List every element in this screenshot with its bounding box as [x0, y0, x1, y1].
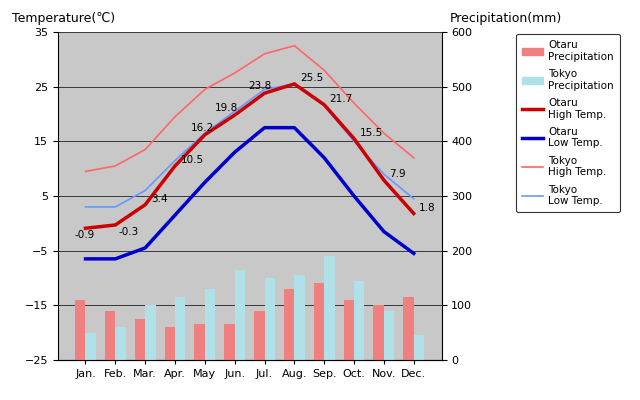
Bar — [284, 289, 294, 360]
Bar — [135, 319, 145, 360]
Text: 16.2: 16.2 — [191, 123, 214, 133]
Bar — [75, 300, 86, 360]
Text: 7.9: 7.9 — [389, 169, 406, 179]
Bar — [105, 311, 115, 360]
Bar — [344, 300, 354, 360]
Bar — [324, 256, 335, 360]
Bar — [254, 311, 264, 360]
Text: 25.5: 25.5 — [300, 73, 323, 83]
Bar — [175, 297, 186, 360]
Text: 15.5: 15.5 — [360, 128, 383, 138]
Bar — [264, 278, 275, 360]
Text: 3.4: 3.4 — [151, 194, 167, 204]
Bar — [195, 324, 205, 360]
Bar — [413, 335, 424, 360]
Text: 1.8: 1.8 — [419, 203, 436, 213]
Bar — [314, 284, 324, 360]
Text: 10.5: 10.5 — [180, 155, 204, 165]
Bar — [164, 327, 175, 360]
Bar — [354, 281, 364, 360]
Bar — [145, 305, 156, 360]
Bar — [224, 324, 235, 360]
Text: Precipitation(mm): Precipitation(mm) — [449, 12, 561, 26]
Text: 23.8: 23.8 — [248, 81, 271, 91]
Text: -0.9: -0.9 — [74, 230, 95, 240]
Text: 21.7: 21.7 — [330, 94, 353, 104]
Text: Temperature(℃): Temperature(℃) — [12, 12, 115, 26]
Bar — [205, 289, 215, 360]
Text: 19.8: 19.8 — [215, 103, 239, 113]
Text: -0.3: -0.3 — [118, 227, 138, 237]
Bar — [384, 311, 394, 360]
Bar — [294, 275, 305, 360]
Bar — [115, 327, 126, 360]
Bar — [403, 297, 413, 360]
Bar — [86, 333, 96, 360]
Bar — [235, 270, 245, 360]
Bar — [373, 305, 384, 360]
Legend: Otaru
Precipitation, Tokyo
Precipitation, Otaru
High Temp., Otaru
Low Temp., Tok: Otaru Precipitation, Tokyo Precipitation… — [516, 34, 620, 212]
